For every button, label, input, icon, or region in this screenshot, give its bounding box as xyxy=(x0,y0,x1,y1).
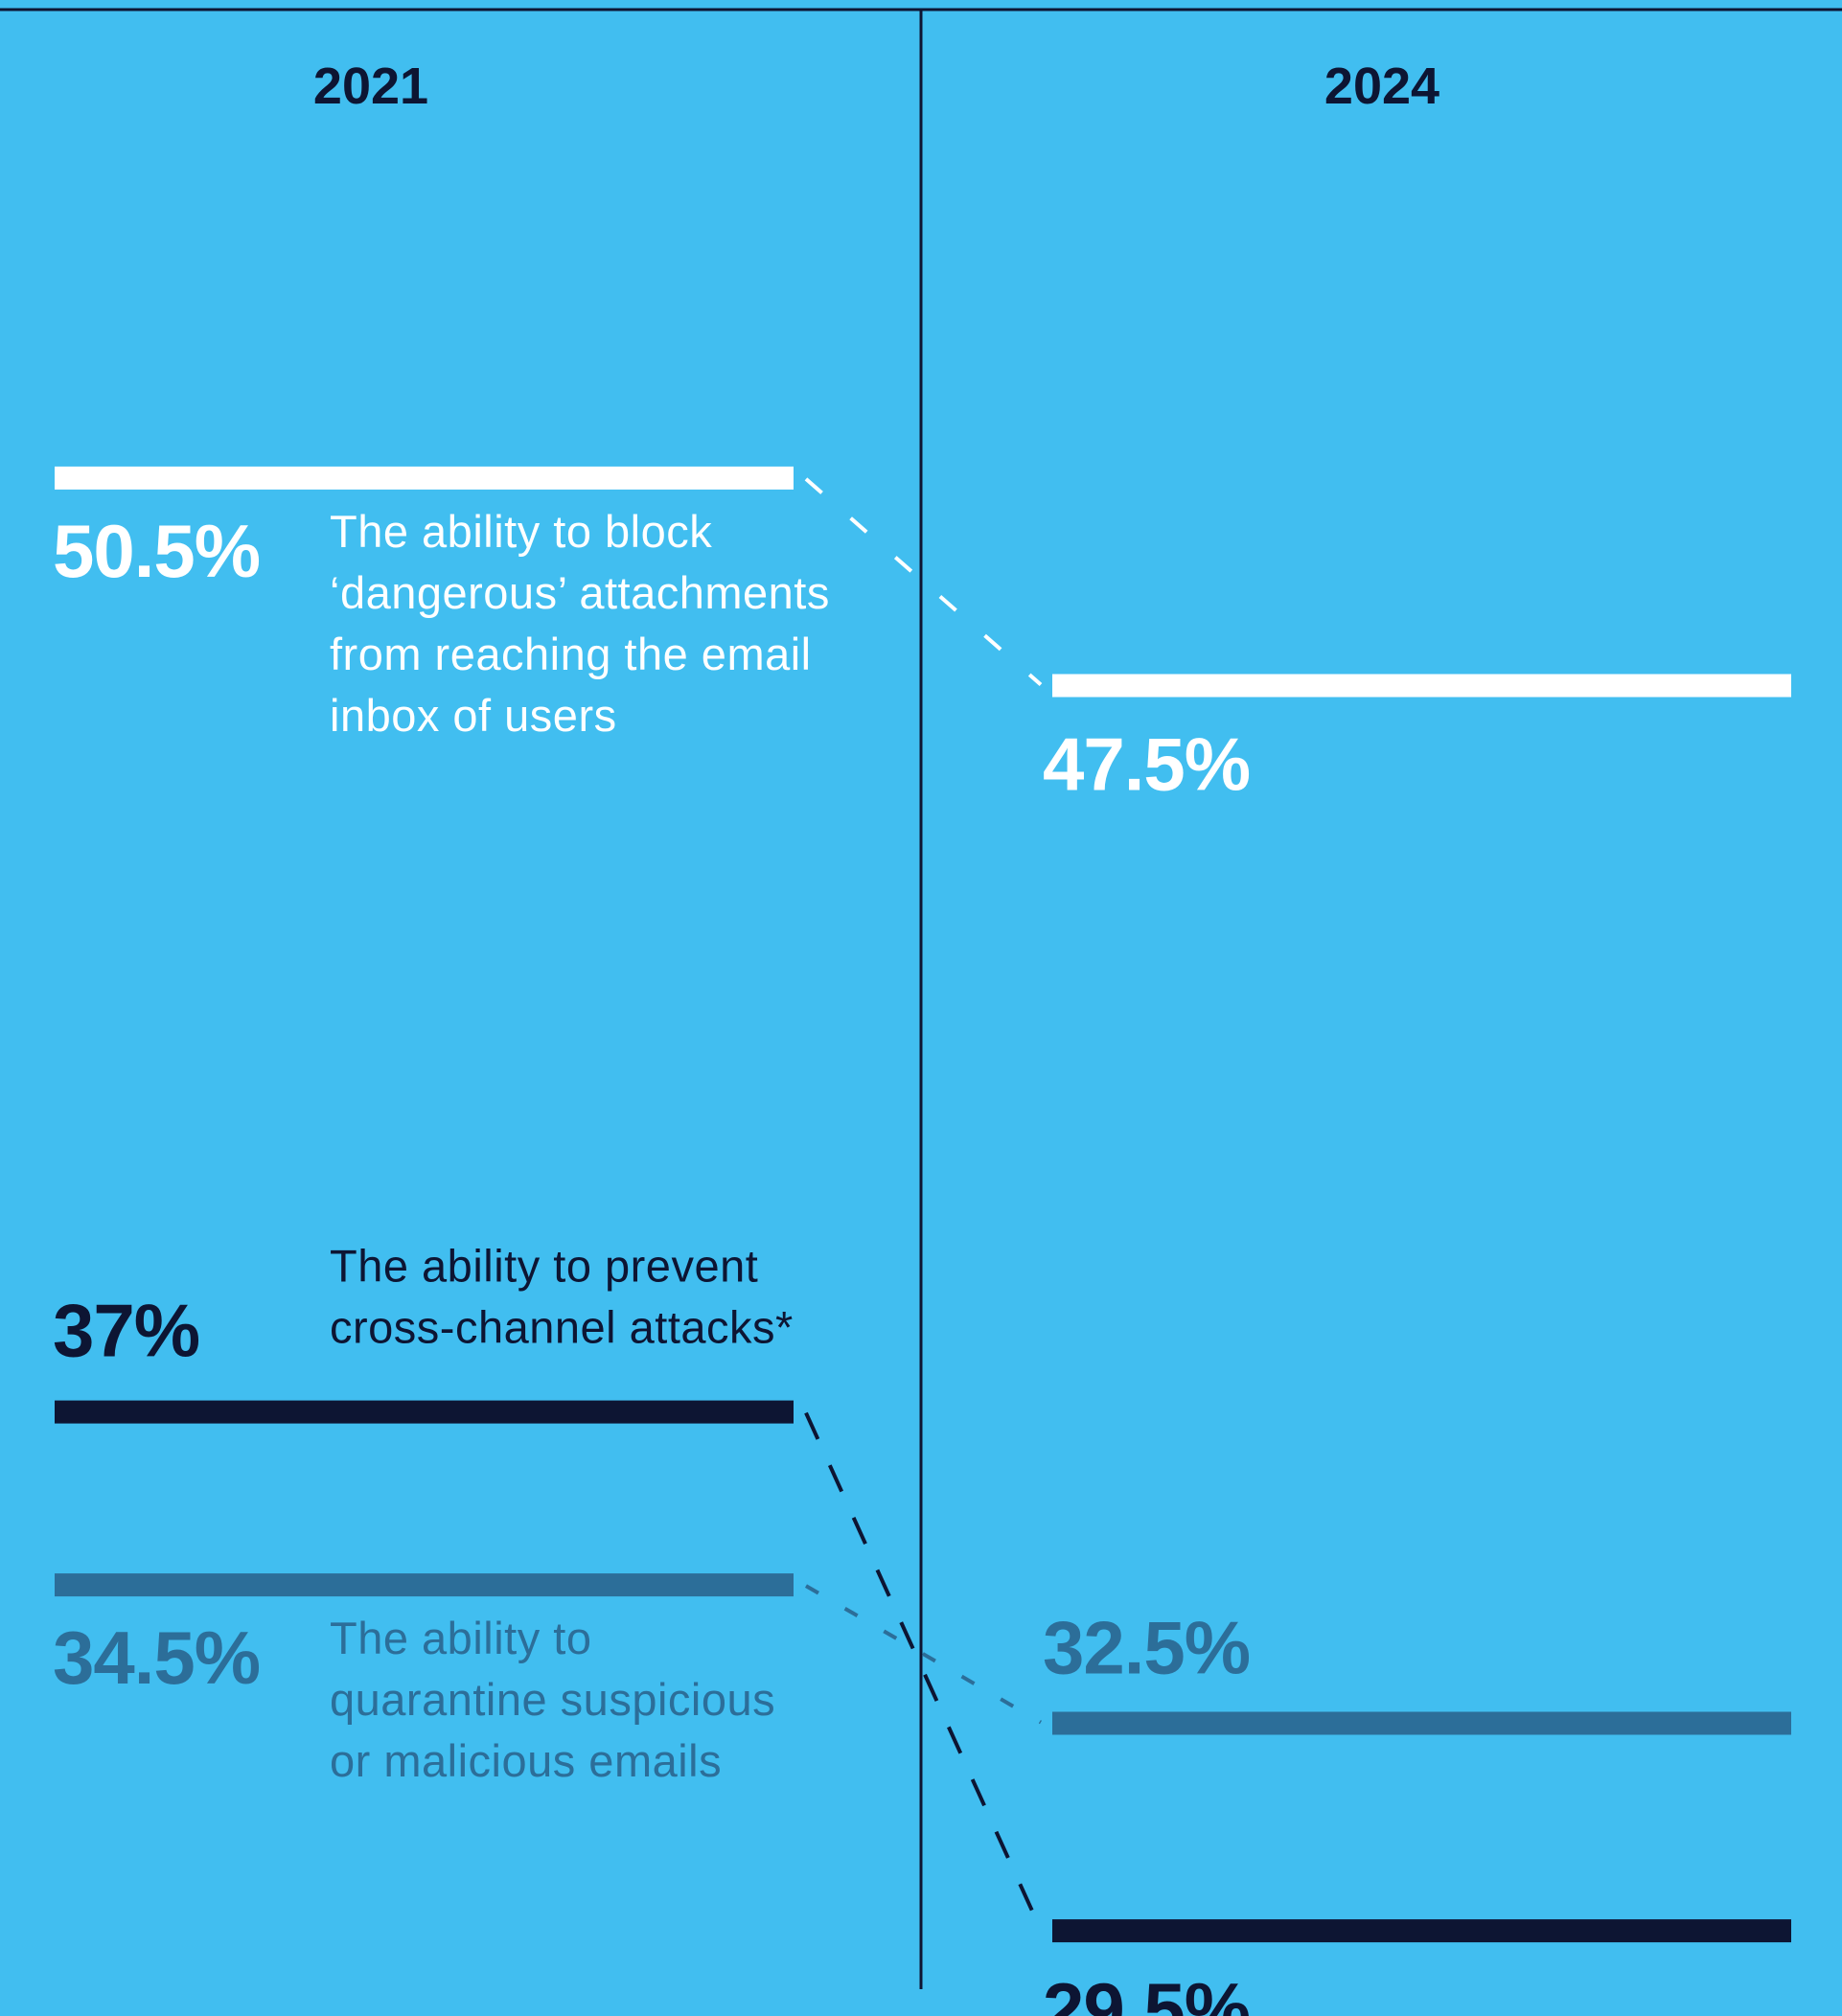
series-the-ability-to-block-dangerous-attachmen-value-2021: 50.5% xyxy=(53,509,260,593)
series-the-ability-to-prevent-cross-channel-att-value-2021: 37% xyxy=(53,1289,199,1373)
series-the-ability-to-prevent-cross-channel-att-bar-2024 xyxy=(1052,1919,1791,1943)
series-the-ability-to-block-dangerous-attachmen-bar-2021 xyxy=(55,466,794,490)
series-the-ability-to-block-dangerous-attachmen-desc-line-4: inbox of users xyxy=(330,690,617,741)
series-the-ability-to-block-dangerous-attachmen-bar-2024 xyxy=(1052,674,1791,698)
series-the-ability-to-prevent-cross-channel-att-bar-2021 xyxy=(55,1400,794,1424)
series-the-ability-to-block-dangerous-attachmen-desc-line-1: The ability to block xyxy=(330,506,712,557)
series-the-ability-to-quarantine-suspicious-or--value-2021: 34.5% xyxy=(53,1615,260,1700)
series-the-ability-to-quarantine-suspicious-or--desc-line-3: or malicious emails xyxy=(330,1735,722,1786)
series-the-ability-to-quarantine-suspicious-or--value-2024: 32.5% xyxy=(1043,1606,1250,1690)
series-the-ability-to-prevent-cross-channel-att-connector xyxy=(804,1411,1043,1931)
year-label-2021: 2021 xyxy=(313,57,428,115)
series-the-ability-to-block-dangerous-attachmen-desc-line-3: from reaching the email xyxy=(330,629,812,679)
series-the-ability-to-quarantine-suspicious-or--bar-2021 xyxy=(55,1573,794,1597)
series-the-ability-to-quarantine-suspicious-or--desc-line-2: quarantine suspicious xyxy=(330,1674,775,1725)
series-the-ability-to-block-dangerous-attachmen-value-2024: 47.5% xyxy=(1043,722,1250,807)
series-the-ability-to-prevent-cross-channel-att-value-2024: 29.5% xyxy=(1043,1967,1250,2016)
year-label-2024: 2024 xyxy=(1324,57,1439,115)
series-the-ability-to-quarantine-suspicious-or--bar-2024 xyxy=(1052,1711,1791,1735)
series-the-ability-to-quarantine-suspicious-or--connector xyxy=(804,1584,1043,1725)
series-the-ability-to-block-dangerous-attachmen-desc-line-2: ‘dangerous’ attachments xyxy=(330,567,830,618)
chart-marks: 50.5% 47.5% The ability to block ‘dangerous… xyxy=(53,466,1791,2016)
series-the-ability-to-quarantine-suspicious-or--desc-line-1: The ability to xyxy=(330,1613,591,1663)
series-the-ability-to-prevent-cross-channel-att-desc-line-1: The ability to prevent xyxy=(330,1241,758,1292)
series-the-ability-to-prevent-cross-channel-att-desc-line-2: cross-channel attacks* xyxy=(330,1302,794,1353)
series-the-ability-to-block-dangerous-attachmen-connector xyxy=(804,477,1043,687)
